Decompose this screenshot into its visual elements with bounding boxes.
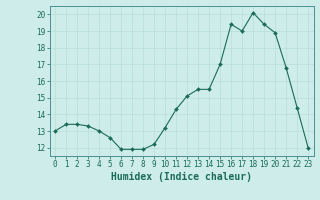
X-axis label: Humidex (Indice chaleur): Humidex (Indice chaleur) xyxy=(111,172,252,182)
